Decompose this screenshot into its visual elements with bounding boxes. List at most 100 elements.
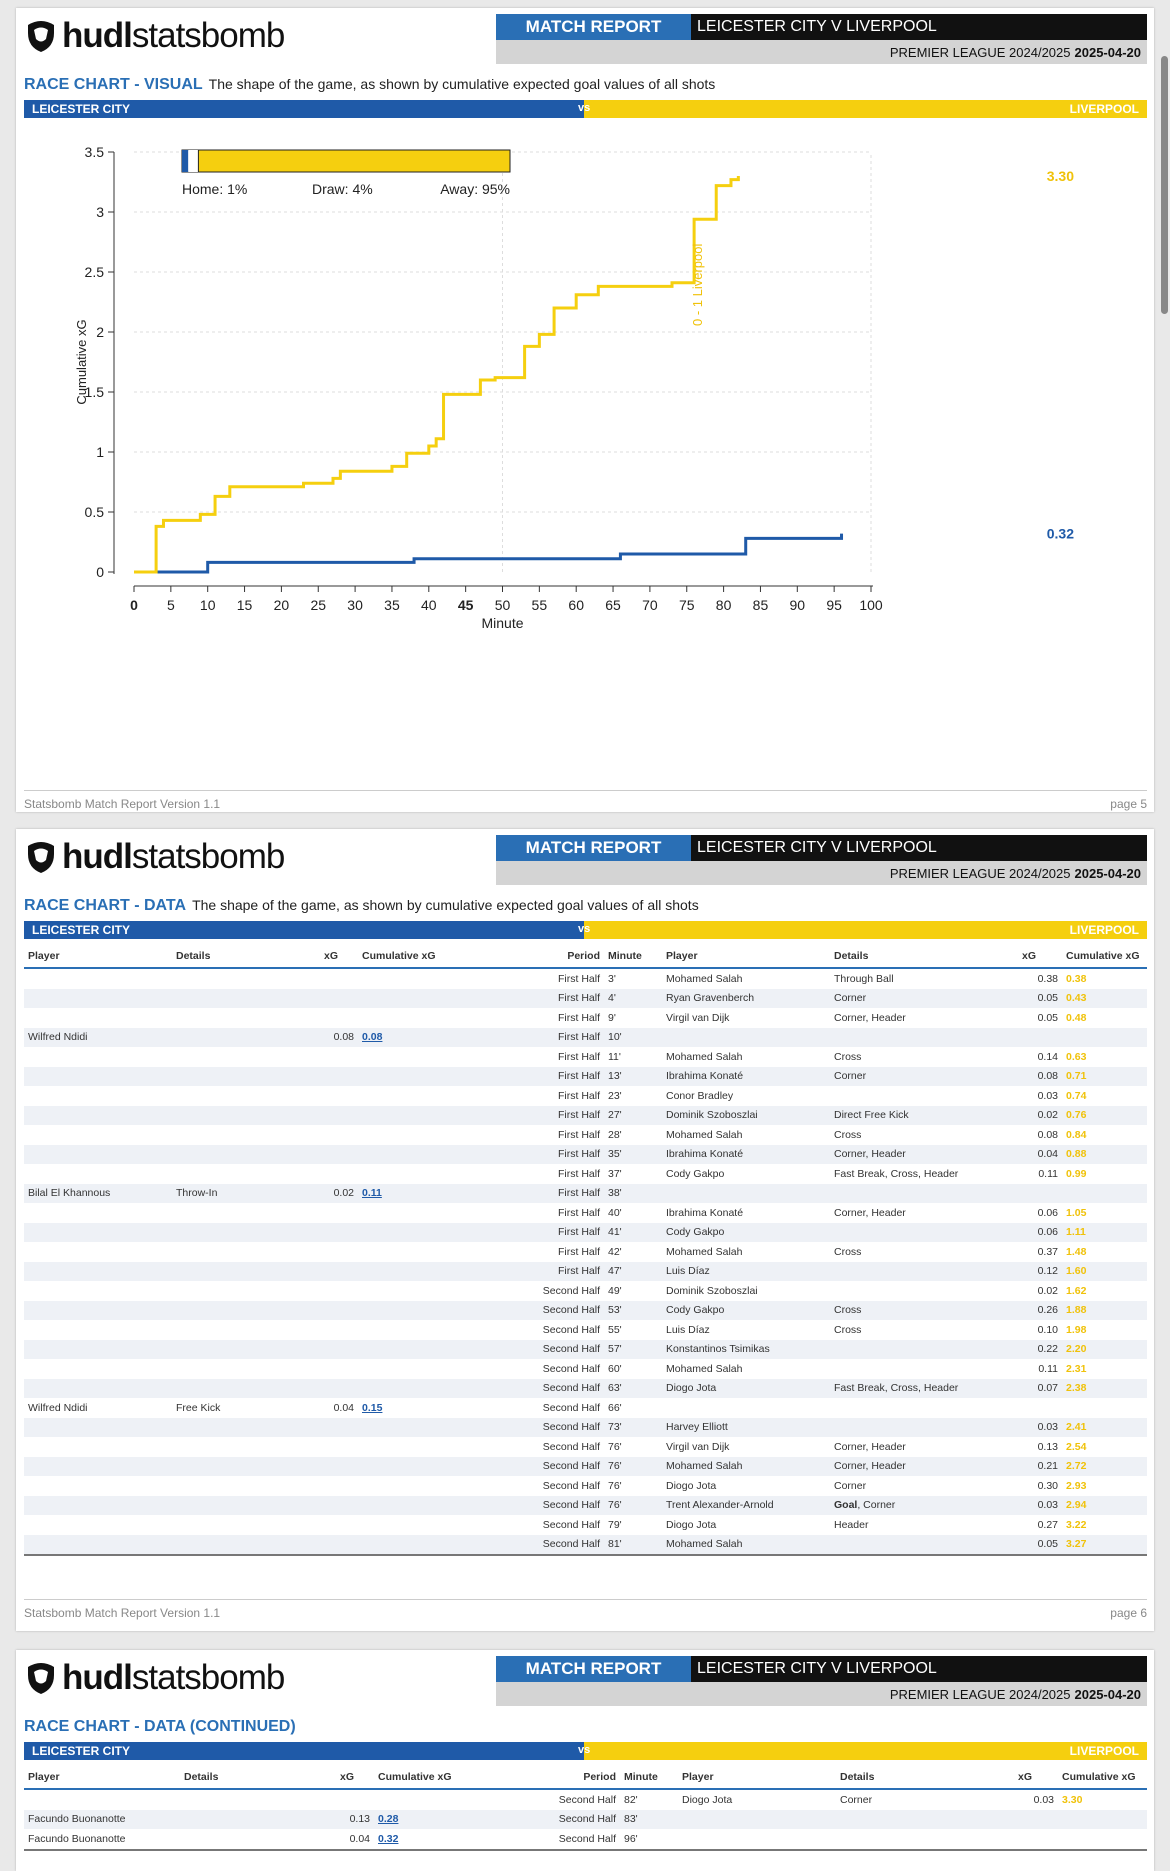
cell-period: First Half <box>516 1144 604 1164</box>
statsbomb-mark-icon <box>28 842 54 873</box>
cell-away-details: Corner, Header <box>834 1440 906 1453</box>
goal-marker: Goal <box>834 1499 858 1512</box>
cell-home-details <box>172 1125 320 1145</box>
cell-period: Second Half <box>532 1809 620 1829</box>
report-label: MATCH REPORT <box>496 14 691 40</box>
cell-home-details <box>172 1534 320 1556</box>
vs-label: vs <box>578 923 591 935</box>
cell-home-cum-xg[interactable] <box>358 968 516 989</box>
cell-home-cum-xg[interactable] <box>358 1300 516 1320</box>
cell-home-cum-xg[interactable] <box>358 1086 516 1106</box>
cell-home-xg <box>320 1261 358 1281</box>
cell-home-cum-xg[interactable] <box>374 1789 532 1810</box>
cell-home-details <box>172 1242 320 1262</box>
cell-away-player: Trent Alexander-Arnold <box>662 1495 830 1515</box>
cell-home-cum-xg[interactable]: 0.11 <box>358 1183 516 1203</box>
competition: PREMIER LEAGUE 2024/2025 <box>889 44 1071 60</box>
cell-away-xg: 0.05 <box>1018 988 1062 1008</box>
cell-home-details <box>180 1809 336 1829</box>
cell-home-cum-xg[interactable] <box>358 1495 516 1515</box>
col-details-away: Details <box>830 945 1018 969</box>
cell-home-player: Facundo Buonanotte <box>24 1829 180 1851</box>
cell-away-cum-xg: 1.48 <box>1066 1245 1087 1258</box>
cell-home-cum-xg[interactable] <box>358 1066 516 1086</box>
col-minute: Minute <box>604 945 662 969</box>
win-prob-home-label: Home: 1% <box>182 181 247 197</box>
cell-away-xg: 0.37 <box>1037 1245 1058 1258</box>
cell-home-xg <box>320 1222 358 1242</box>
cell-home-cum-xg[interactable] <box>358 1515 516 1535</box>
cell-away-cum-xg: 0.71 <box>1062 1066 1147 1086</box>
cell-home-cum-xg[interactable] <box>358 1339 516 1359</box>
x-tick-label: 35 <box>384 597 400 613</box>
cell-away-xg: 0.13 <box>1037 1440 1058 1453</box>
cell-home-xg <box>320 1300 358 1320</box>
cell-home-cum-xg[interactable] <box>358 1456 516 1476</box>
cell-away-details: Corner <box>834 1479 867 1492</box>
cell-away-cum-xg: 1.98 <box>1066 1323 1087 1336</box>
cell-home-cum-xg[interactable] <box>358 1008 516 1028</box>
cell-away-details <box>830 1086 1018 1106</box>
cell-minute: 3' <box>608 972 616 985</box>
cell-minute: 11' <box>608 1050 621 1063</box>
cell-home-details <box>172 1456 320 1476</box>
win-prob-away-segment <box>197 149 511 173</box>
cell-home-cum-xg[interactable]: 0.32 <box>374 1829 532 1851</box>
cell-away-player: Dominik Szoboszlai <box>662 1105 830 1125</box>
cell-minute: 41' <box>604 1222 662 1242</box>
cell-away-player: Mohamed Salah <box>666 1128 743 1141</box>
cell-home-xg <box>320 988 358 1008</box>
team-bar: LEICESTER CITY vs LIVERPOOL <box>24 921 1147 939</box>
cell-home-cum-xg[interactable] <box>358 1105 516 1125</box>
cell-home-cum-xg[interactable]: 0.08 <box>358 1027 516 1047</box>
match-date: 2025-04-20 <box>1074 44 1142 60</box>
cell-home-cum-xg[interactable] <box>358 1222 516 1242</box>
cell-away-cum-xg: 2.54 <box>1066 1440 1087 1453</box>
win-prob-draw-label: Draw: 4% <box>312 181 373 197</box>
cell-home-cum-xg[interactable] <box>358 1534 516 1556</box>
cell-home-player <box>24 1105 172 1125</box>
cell-home-cum-xg[interactable] <box>358 1144 516 1164</box>
cell-home-cum-xg[interactable] <box>358 1476 516 1496</box>
cell-home-cum-xg[interactable] <box>358 988 516 1008</box>
cell-home-cum-xg[interactable] <box>358 1378 516 1398</box>
cell-away-cum-xg: 0.84 <box>1066 1128 1087 1141</box>
cell-away-xg: 0.27 <box>1037 1518 1058 1531</box>
cell-home-cum-xg[interactable] <box>358 1203 516 1223</box>
cell-home-cum-xg[interactable] <box>358 1437 516 1457</box>
cell-home-cum-xg[interactable] <box>358 1320 516 1340</box>
cell-home-cum-xg[interactable] <box>358 1261 516 1281</box>
cell-home-cum-xg[interactable] <box>358 1242 516 1262</box>
cell-home-cum-xg[interactable] <box>358 1125 516 1145</box>
col-cum-xg: Cumulative xG <box>358 945 516 969</box>
cell-away-details <box>830 1027 1018 1047</box>
page-title: RACE CHART - DATA (CONTINUED) <box>24 1718 296 1735</box>
cell-home-cum-xg[interactable]: 0.28 <box>374 1809 532 1829</box>
table-row: First Half 40' Ibrahima Konaté Corner, Head… <box>24 1203 1147 1223</box>
col-xg: xG <box>320 945 358 969</box>
cell-home-cum-xg[interactable] <box>358 1047 516 1067</box>
table-row: Bilal El Khannous Throw-In 0.02 0.11 First H… <box>24 1183 1147 1203</box>
cell-home-cum-xg[interactable] <box>358 1417 516 1437</box>
cell-period: Second Half <box>558 1793 616 1806</box>
cell-period: First Half <box>516 1261 604 1281</box>
cell-away-player: Mohamed Salah <box>662 1534 830 1556</box>
cell-home-details <box>172 1320 320 1340</box>
cell-home-xg: 0.02 <box>320 1183 358 1203</box>
cell-home-cum-xg[interactable] <box>358 1281 516 1301</box>
away-xg-line <box>134 176 740 574</box>
cell-period: Second Half <box>516 1300 604 1320</box>
page-footer: Statsbomb Match Report Version 1.1 page … <box>24 790 1147 811</box>
cell-home-cum-xg[interactable] <box>358 1164 516 1184</box>
table-row: Second Half 60' Mohamed Salah 0.11 2.31 <box>24 1359 1147 1379</box>
cell-away-cum-xg: 2.94 <box>1062 1495 1147 1515</box>
cell-period: First Half <box>558 1128 600 1141</box>
match-name: LEICESTER CITY V LIVERPOOL <box>691 1656 1147 1682</box>
table-row: Second Half 81' Mohamed Salah 0.05 3.27 <box>24 1534 1147 1556</box>
cell-away-cum-xg: 3.27 <box>1062 1534 1147 1556</box>
cell-home-cum-xg[interactable]: 0.15 <box>362 1401 383 1414</box>
cell-home-cum-xg[interactable] <box>358 1359 516 1379</box>
away-final-xg-label: 3.30 <box>1047 168 1074 184</box>
page-scrollbar[interactable] <box>1161 56 1168 314</box>
cell-away-xg: 0.26 <box>1018 1300 1062 1320</box>
